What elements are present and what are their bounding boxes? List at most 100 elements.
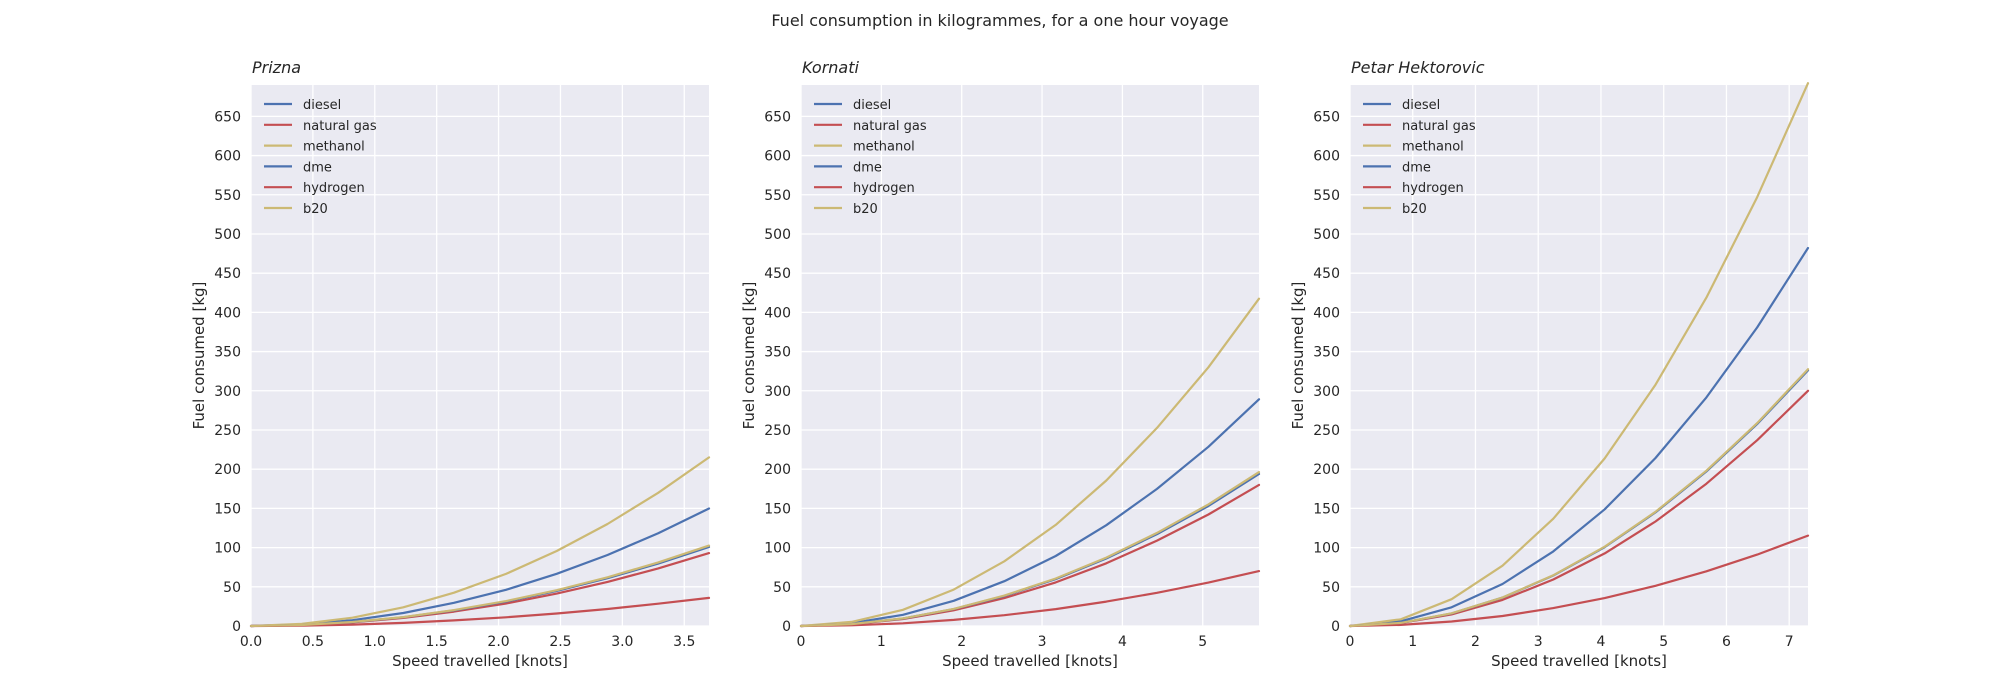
y-tick-label: 300	[214, 384, 241, 400]
x-axis-label: Speed travelled [knots]	[1491, 652, 1667, 670]
series-line-diesel	[249, 507, 711, 628]
x-tick-label: 1	[1408, 634, 1417, 650]
plot-area	[1350, 85, 1808, 626]
y-tick-label: 650	[764, 109, 791, 125]
series-line-diesel	[1348, 246, 1810, 628]
x-tick-label: 7	[1785, 634, 1794, 650]
y-tick-label: 500	[1313, 227, 1340, 243]
y-tick-label: 50	[773, 580, 791, 596]
x-tick-label: 5	[1659, 634, 1668, 650]
y-tick-label: 450	[1313, 266, 1340, 282]
x-tick-label: 0	[797, 634, 806, 650]
series-line-methanol	[799, 297, 1261, 628]
y-tick-label: 600	[1313, 149, 1340, 165]
x-tick-label: 4	[1596, 634, 1605, 650]
y-tick-label: 150	[1313, 501, 1340, 517]
legend-label: dme	[853, 160, 882, 175]
x-tick-label: 2.0	[487, 634, 509, 650]
x-tick-label: 0.0	[240, 634, 262, 650]
y-tick-label: 250	[764, 423, 791, 439]
x-tick-label: 4	[1118, 634, 1127, 650]
legend-label: diesel	[303, 98, 341, 113]
chart-panel-1: 0 50 100 150 200 250 300 350 400 450 500 550 600 650 0…	[190, 58, 711, 670]
x-tick-label: 6	[1722, 634, 1731, 650]
legend-label: diesel	[853, 98, 891, 113]
y-tick-label: 650	[1313, 109, 1340, 125]
y-tick-label: 250	[1313, 423, 1340, 439]
series-line-hydrogen	[1348, 534, 1810, 628]
x-tick-label: 0	[1346, 634, 1355, 650]
x-tick-label: 3	[1038, 634, 1047, 650]
x-tick-label: 2.5	[549, 634, 571, 650]
series-line-b20	[1348, 368, 1810, 628]
x-tick-label: 5	[1198, 634, 1207, 650]
x-tick-label: 3.0	[611, 634, 633, 650]
y-tick-label: 500	[764, 227, 791, 243]
y-tick-label: 200	[764, 462, 791, 478]
y-axis-label: Fuel consumed [kg]	[1289, 282, 1307, 430]
panel-title: Petar Hektorovic	[1351, 58, 1485, 77]
y-tick-label: 0	[782, 619, 791, 635]
y-tick-label: 0	[1331, 619, 1340, 635]
y-tick-label: 50	[1322, 580, 1340, 596]
series-line-b20	[799, 471, 1261, 628]
y-tick-label: 100	[764, 541, 791, 557]
y-tick-label: 600	[214, 149, 241, 165]
legend-label: methanol	[1402, 140, 1464, 155]
x-tick-label: 3	[1534, 634, 1543, 650]
series-line-diesel	[799, 398, 1261, 628]
y-tick-label: 200	[1313, 462, 1340, 478]
y-tick-label: 400	[764, 305, 791, 321]
legend-label: hydrogen	[303, 181, 365, 196]
legend-label: hydrogen	[1402, 181, 1464, 196]
legend: diesel natural gas methanol dme hydrogen b20	[1363, 98, 1476, 217]
legend-label: natural gas	[853, 119, 927, 134]
legend: diesel natural gas methanol dme hydrogen b20	[814, 98, 927, 217]
y-tick-label: 200	[214, 462, 241, 478]
series-line-hydrogen	[799, 569, 1261, 628]
x-tick-label: 2	[1471, 634, 1480, 650]
legend-label: b20	[303, 202, 328, 217]
plot-area	[801, 85, 1259, 626]
y-tick-label: 500	[214, 227, 241, 243]
y-tick-label: 100	[214, 541, 241, 557]
y-tick-label: 350	[214, 345, 241, 361]
y-tick-label: 550	[764, 188, 791, 204]
y-axis-label: Fuel consumed [kg]	[190, 282, 208, 430]
series-line-hydrogen	[249, 596, 711, 628]
y-tick-label: 600	[764, 149, 791, 165]
legend-label: diesel	[1402, 98, 1440, 113]
y-tick-label: 350	[1313, 345, 1340, 361]
legend-label: dme	[303, 160, 332, 175]
y-tick-label: 650	[214, 109, 241, 125]
y-tick-label: 450	[764, 266, 791, 282]
legend-label: b20	[853, 202, 878, 217]
y-tick-label: 100	[1313, 541, 1340, 557]
y-tick-label: 300	[764, 384, 791, 400]
legend-label: dme	[1402, 160, 1431, 175]
y-tick-label: 400	[1313, 305, 1340, 321]
x-axis-label: Speed travelled [knots]	[392, 652, 568, 670]
y-tick-label: 300	[1313, 384, 1340, 400]
series-line-methanol	[249, 456, 711, 628]
y-axis-label: Fuel consumed [kg]	[740, 282, 758, 430]
y-tick-label: 0	[232, 619, 241, 635]
y-tick-label: 50	[223, 580, 241, 596]
x-tick-label: 2	[957, 634, 966, 650]
x-tick-label: 1.0	[364, 634, 386, 650]
x-tick-label: 3.5	[673, 634, 695, 650]
chart-panel-2: 0 50 100 150 200 250 300 350 400 450 500 550 600 650 0…	[740, 58, 1261, 670]
series-line-b20	[249, 544, 711, 628]
x-tick-label: 1	[877, 634, 886, 650]
legend-label: hydrogen	[853, 181, 915, 196]
chart-panel-3: 0 50 100 150 200 250 300 350 400 450 500 550 600 650 0…	[1289, 58, 1810, 670]
legend-label: methanol	[853, 140, 915, 155]
legend-label: b20	[1402, 202, 1427, 217]
y-tick-label: 450	[214, 266, 241, 282]
x-axis-label: Speed travelled [knots]	[942, 652, 1118, 670]
panel-title: Kornati	[802, 58, 860, 77]
plot-area	[251, 85, 709, 626]
x-tick-label: 1.5	[426, 634, 448, 650]
figure-title: Fuel consumption in kilogrammes, for a o…	[771, 11, 1228, 30]
